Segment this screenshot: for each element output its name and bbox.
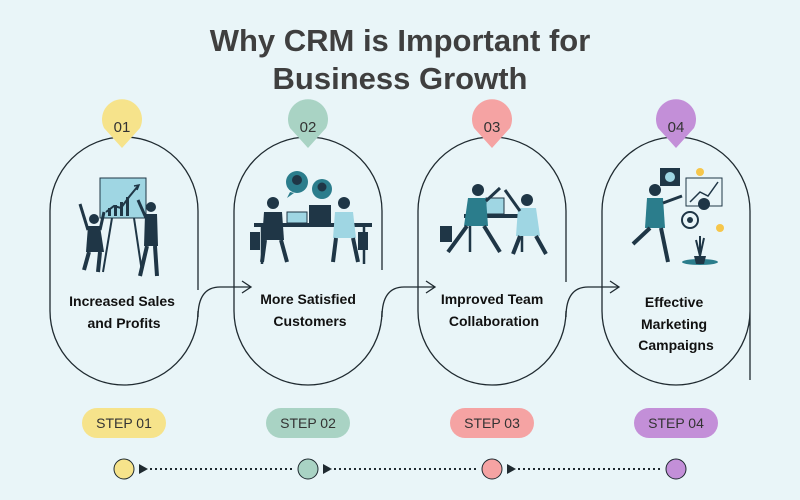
connector-1-2	[197, 280, 253, 318]
step-2-number: 02	[300, 119, 317, 136]
sales-growth-illustration	[78, 177, 159, 277]
timeline-arrow-1	[139, 464, 148, 474]
step-3-label: Improved Team Collaboration	[441, 291, 547, 329]
timeline-arrow-2	[323, 464, 332, 474]
step-4-pill: STEP 04	[634, 408, 718, 438]
step-2-pill: STEP 02	[266, 408, 350, 438]
step-2-label: More Satisfied Customers	[260, 291, 360, 329]
svg-text:STEP 01: STEP 01	[96, 415, 152, 431]
svg-text:STEP 02: STEP 02	[280, 415, 336, 431]
step-4-number: 04	[668, 119, 685, 136]
timeline-dot-2	[297, 458, 319, 480]
step-4-badge: 04	[656, 99, 696, 148]
step-2-badge: 02	[288, 99, 329, 148]
title-line-2: Business Growth	[272, 61, 528, 96]
timeline-dot-3	[481, 458, 503, 480]
step-1-label: Increased Sales and Profits	[69, 293, 179, 331]
title-line-1: Why CRM is Important for	[209, 23, 591, 58]
connector-2-3	[381, 280, 437, 318]
connector-3-4	[565, 280, 621, 318]
timeline-arrow-3	[507, 464, 516, 474]
step-3-pill: STEP 03	[450, 408, 534, 438]
team-collaboration-illustration	[440, 184, 548, 255]
step-3-number: 03	[484, 119, 501, 136]
timeline-dot-1	[113, 458, 135, 480]
step-1-outline	[49, 136, 199, 386]
step-1-pill: STEP 01	[82, 408, 166, 438]
step-4-label: Effective Marketing Campaigns	[638, 294, 714, 353]
step-3-badge: 03	[472, 99, 512, 148]
step-1-number: 01	[114, 119, 131, 136]
step-1-badge: 01	[102, 99, 143, 148]
step-4-outline	[601, 136, 751, 386]
timeline	[113, 458, 687, 480]
customer-support-illustration	[250, 171, 372, 264]
step-2-outline	[233, 136, 383, 386]
step-3-outline	[417, 136, 567, 386]
svg-text:STEP 04: STEP 04	[648, 415, 704, 431]
timeline-dot-4	[665, 458, 687, 480]
page-title: Why CRM is Important for Business Growth	[0, 22, 800, 98]
svg-text:STEP 03: STEP 03	[464, 415, 520, 431]
marketing-campaign-illustration	[631, 168, 724, 265]
